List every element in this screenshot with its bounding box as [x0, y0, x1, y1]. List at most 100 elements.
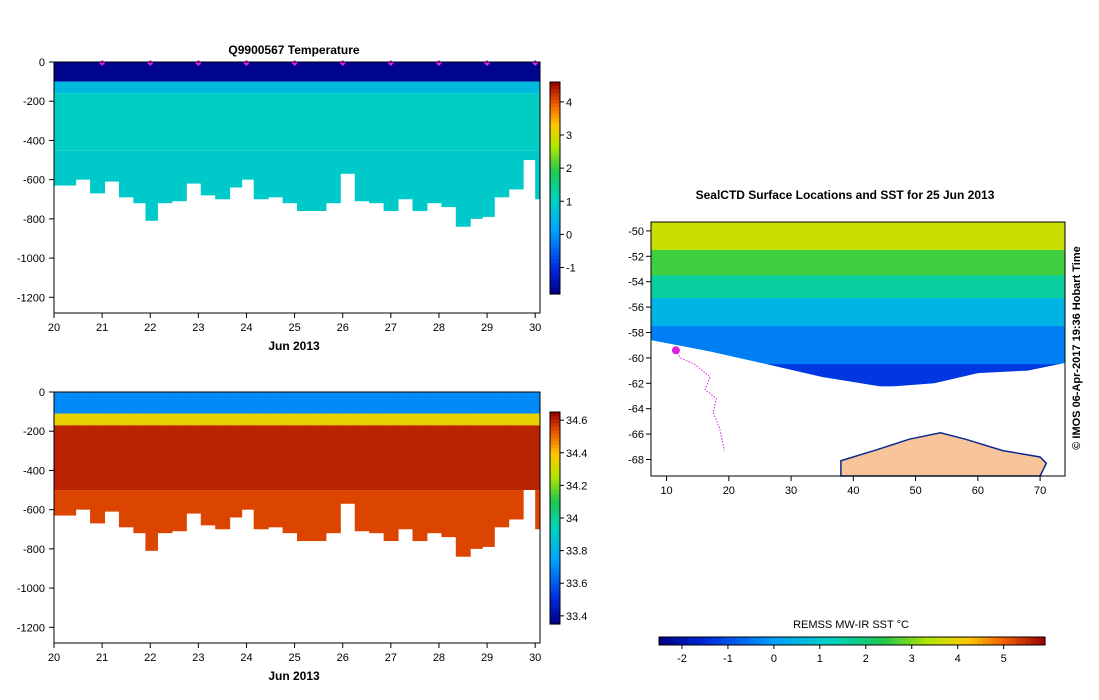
sst-colorbar-tick-label: 1: [817, 653, 823, 665]
temperature-profile-cell: [171, 81, 187, 94]
salinity-colorbar-segment: [550, 503, 560, 508]
temperature-colorbar-segment: [550, 92, 560, 97]
temperature-profile-cell: [508, 62, 524, 82]
salinity-colorbar-tick-label: 34.2: [566, 480, 587, 492]
salinity-colorbar-segment: [550, 514, 560, 519]
temperature-colorbar-segment: [550, 170, 560, 175]
sst-colorbar-segment: [668, 637, 675, 645]
salinity-profile-cell: [268, 413, 284, 426]
sst-map-lat-tick-label: -60: [628, 353, 644, 365]
temperature-colorbar-segment: [550, 138, 560, 143]
seal-track: [675, 350, 725, 451]
salinity-profile-cell: [200, 413, 216, 426]
salinity-profile-cell: [282, 413, 298, 426]
sst-colorbar-segment: [716, 637, 723, 645]
temperature-x-tick-label: 21: [96, 322, 108, 334]
temperature-profile-cell: [297, 81, 312, 94]
sst-colorbar-tick-label: 2: [863, 653, 869, 665]
salinity-profile-cell: [215, 425, 231, 491]
temperature-profile-cell: [90, 81, 106, 94]
salinity-profile-cell: [75, 490, 91, 510]
temperature-profile-cell: [311, 93, 327, 151]
salinity-colorbar-segment: [550, 602, 560, 607]
salinity-colorbar-segment: [550, 613, 560, 618]
temperature-profile-cell: [229, 81, 243, 94]
temperature-profile-cell: [268, 93, 284, 151]
temperature-panel-title: Q9900567 Temperature: [228, 43, 360, 57]
temperature-profile-cell: [455, 93, 471, 151]
salinity-profile-cell: [426, 413, 442, 426]
salinity-x-tick-label: 30: [529, 652, 541, 664]
salinity-colorbar-segment: [550, 560, 560, 565]
salinity-profile-cell: [398, 413, 413, 426]
temperature-x-tick-label: 28: [433, 322, 445, 334]
salinity-profile-cell: [54, 490, 77, 516]
salinity-profile-cell: [535, 413, 541, 426]
salinity-colorbar-segment: [550, 486, 560, 491]
temperature-profile-cell: [133, 93, 146, 151]
temperature-profile-cell: [441, 150, 457, 208]
sst-band: [651, 249, 1065, 276]
sst-map-title: SealCTD Surface Locations and SST for 25…: [696, 188, 995, 202]
sst-colorbar-segment: [808, 637, 814, 645]
salinity-profile-cell: [470, 392, 483, 414]
salinity-y-tick-label: -1000: [17, 583, 45, 595]
temperature-profile-cell: [54, 93, 77, 151]
sst-map-lat-tick-label: -62: [628, 378, 644, 390]
salinity-profile-cell: [354, 490, 370, 532]
temperature-profile-cell: [535, 62, 541, 82]
sst-colorbar-segment: [934, 637, 940, 645]
temperature-profile-cell: [311, 62, 327, 82]
temperature-colorbar-segment: [550, 149, 560, 154]
salinity-colorbar-tick-label: 33.4: [566, 611, 587, 623]
salinity-profile-cell: [383, 392, 399, 414]
temperature-x-tick-label: 29: [481, 322, 493, 334]
salinity-x-tick-label: 28: [433, 652, 445, 664]
salinity-profile-cell: [215, 490, 231, 530]
salinity-profile-cell: [241, 413, 255, 426]
salinity-profile-cell: [157, 413, 173, 426]
temperature-colorbar-segment: [550, 279, 560, 284]
temperature-colorbar-segment: [550, 99, 560, 104]
temperature-profile-cell: [383, 81, 399, 94]
salinity-profile-cell: [253, 490, 269, 530]
sst-colorbar-segment: [842, 637, 848, 645]
temperature-profile-cell: [470, 93, 483, 151]
salinity-colorbar-segment: [550, 592, 560, 597]
temperature-profile-cell: [412, 81, 428, 94]
sst-colorbar-segment: [1040, 637, 1046, 645]
temperature-colorbar-segment: [550, 124, 560, 129]
salinity-profile-cell: [241, 490, 255, 510]
sst-colorbar-segment: [692, 637, 699, 645]
temperature-profile-cell: [383, 93, 399, 151]
salinity-profile-cell: [523, 392, 536, 414]
salinity-colorbar-tick-label: 34.4: [566, 448, 587, 460]
salinity-profile-cell: [325, 425, 341, 491]
temperature-colorbar: -1 0 1 2 3 4: [549, 81, 576, 295]
sst-colorbar-segment: [885, 637, 892, 645]
temperature-profile-cell: [523, 150, 536, 161]
sst-colorbar-segment: [938, 637, 945, 645]
sst-colorbar-segment: [774, 637, 781, 645]
salinity-colorbar-segment: [550, 518, 560, 523]
salinity-profile-cell: [470, 425, 483, 491]
temperature-profile-cell: [241, 81, 255, 94]
temperature-profile-cell: [268, 62, 284, 82]
salinity-profile-cell: [455, 425, 471, 491]
temperature-profile-cell: [118, 150, 134, 198]
sst-colorbar-segment: [794, 637, 800, 645]
salinity-profile-cell: [54, 392, 77, 414]
temperature-x-label: Jun 2013: [268, 339, 320, 353]
temperature-profile-cell: [523, 62, 536, 82]
sst-map-lat-tick-label: -66: [628, 429, 644, 441]
temperature-profile-cell: [494, 62, 510, 82]
salinity-profile-cell: [145, 425, 158, 491]
salinity-x-tick-label: 23: [192, 652, 204, 664]
temperature-profile-cell: [118, 62, 134, 82]
sst-map-frame: [650, 221, 1066, 477]
salinity-profile-cell: [441, 425, 457, 491]
temperature-x-axis: 20 21 22 23 24 25 26 27 28 29 30: [48, 313, 541, 334]
salinity-profile-cell: [186, 413, 202, 426]
salinity-profile-cell: [470, 490, 483, 549]
temperature-y-tick-label: 0: [39, 57, 45, 69]
